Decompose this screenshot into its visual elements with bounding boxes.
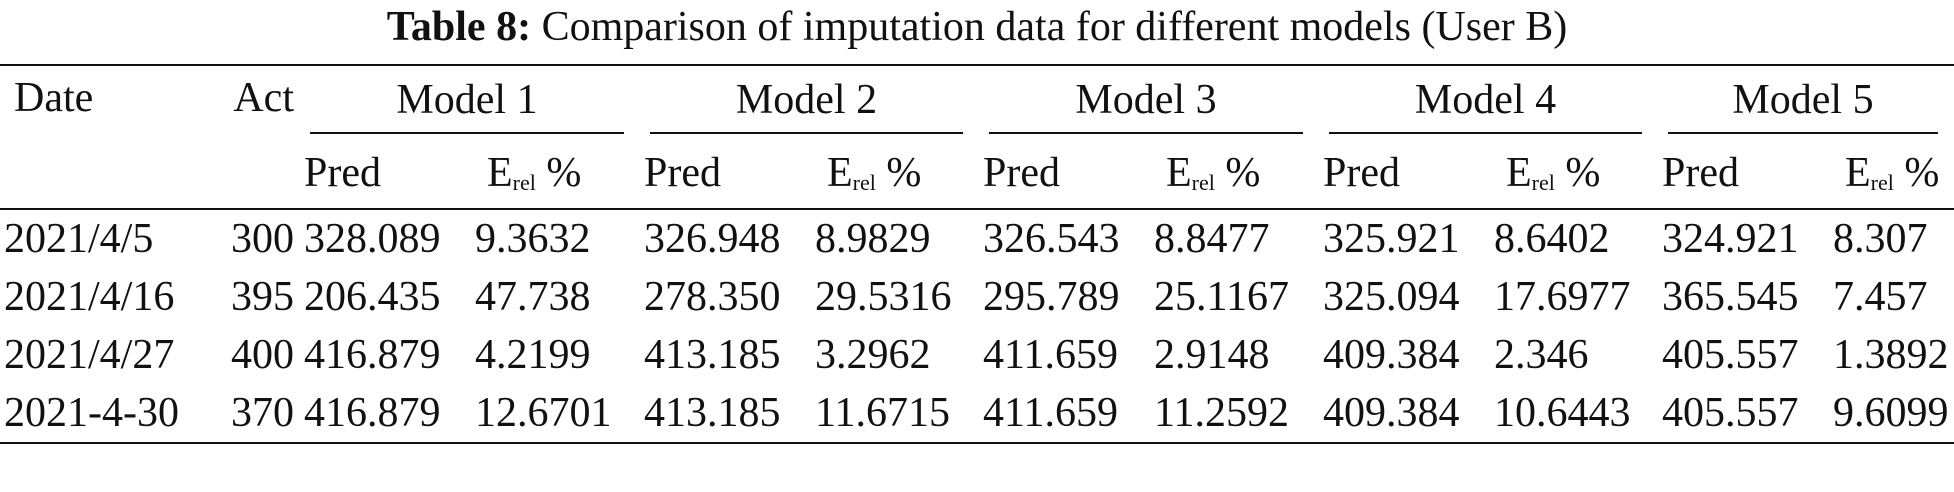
cell-pred: 413.185 xyxy=(644,332,781,378)
cell-pred: 325.094 xyxy=(1323,274,1460,320)
header-model-4: Model 4 xyxy=(1319,66,1658,138)
cell-pred: 416.879 xyxy=(304,390,441,436)
cell-pred: 409.384 xyxy=(1323,390,1460,436)
cell-pred: 411.659 xyxy=(983,332,1118,378)
cell-erel: 8.307 xyxy=(1833,216,1928,262)
subheader-pred: Pred xyxy=(644,150,721,196)
header-model-3: Model 3 xyxy=(979,66,1319,138)
cell-erel: 3.2962 xyxy=(815,332,931,378)
cell-erel: 2.9148 xyxy=(1154,332,1270,378)
cell-erel: 8.6402 xyxy=(1494,216,1610,262)
cell-erel: 8.8477 xyxy=(1154,216,1270,262)
cell-erel: 11.6715 xyxy=(815,390,950,436)
cell-pred: 405.557 xyxy=(1662,390,1799,436)
subheader-erel: Erel % xyxy=(1166,150,1261,196)
cell-pred: 206.435 xyxy=(304,274,441,320)
subheader-erel: Erel % xyxy=(1845,150,1940,196)
cell-erel: 29.5316 xyxy=(815,274,952,320)
caption-text: Comparison of imputation data for differ… xyxy=(541,4,1568,50)
cell-pred: 405.557 xyxy=(1662,332,1799,378)
subheader-erel: Erel % xyxy=(487,150,582,196)
cell-act: 400 xyxy=(231,332,294,378)
subheader-pred: Pred xyxy=(1323,150,1400,196)
header-model-5: Model 5 xyxy=(1658,66,1954,138)
table-row: 2021/4/16 395 206.435 47.738 278.350 29.5316 2… xyxy=(0,268,1954,326)
cell-pred: 328.089 xyxy=(304,216,441,262)
cell-pred: 278.350 xyxy=(644,274,781,320)
cell-pred: 413.185 xyxy=(644,390,781,436)
cell-date: 2021/4/16 xyxy=(4,274,175,320)
cell-erel: 7.457 xyxy=(1833,274,1928,320)
caption-label: Table 8: xyxy=(386,4,532,50)
cell-erel: 17.6977 xyxy=(1494,274,1631,320)
subheader-pred: Pred xyxy=(983,150,1060,196)
cell-date: 2021-4-30 xyxy=(4,390,179,436)
cell-erel: 12.6701 xyxy=(475,390,612,436)
cell-pred: 326.543 xyxy=(983,216,1120,262)
cell-pred: 416.879 xyxy=(304,332,441,378)
subheader-pred: Pred xyxy=(1662,150,1739,196)
cell-pred: 295.789 xyxy=(983,274,1120,320)
cell-erel: 9.3632 xyxy=(475,216,591,262)
subheader-pred: Pred xyxy=(304,150,381,196)
table-row: 2021-4-30 370 416.879 12.6701 413.185 11.6715… xyxy=(0,384,1954,443)
cell-erel: 25.1167 xyxy=(1154,274,1289,320)
cell-act: 395 xyxy=(231,274,294,320)
header-model-1: Model 1 xyxy=(300,66,640,138)
cell-erel: 11.2592 xyxy=(1154,390,1289,436)
table-row: 2021/4/5 300 328.089 9.3632 326.948 8.9829 326… xyxy=(0,210,1954,268)
cell-date: 2021/4/5 xyxy=(4,216,154,262)
header-model-2: Model 2 xyxy=(640,66,979,138)
header-act: Act xyxy=(233,75,294,121)
cell-pred: 409.384 xyxy=(1323,332,1460,378)
cell-erel: 9.6099 xyxy=(1833,390,1949,436)
cell-erel: 8.9829 xyxy=(815,216,931,262)
cell-erel: 1.3892 xyxy=(1833,332,1949,378)
table-row: 2021/4/27 400 416.879 4.2199 413.185 3.2962 41… xyxy=(0,326,1954,384)
header-date: Date xyxy=(14,75,94,121)
subheader-erel: Erel % xyxy=(827,150,922,196)
cell-erel: 10.6443 xyxy=(1494,390,1631,436)
table-caption: Table 8: Comparison of imputation data f… xyxy=(0,0,1954,64)
cell-pred: 325.921 xyxy=(1323,216,1460,262)
cell-act: 300 xyxy=(231,216,294,262)
subheader-erel: Erel % xyxy=(1506,150,1601,196)
cell-act: 370 xyxy=(231,390,294,436)
cell-erel: 4.2199 xyxy=(475,332,591,378)
comparison-table: Date Act Model 1 Model 2 Model 3 Model 4… xyxy=(0,64,1954,445)
cell-pred: 365.545 xyxy=(1662,274,1799,320)
cell-erel: 47.738 xyxy=(475,274,591,320)
cell-pred: 326.948 xyxy=(644,216,781,262)
cell-pred: 324.921 xyxy=(1662,216,1799,262)
cell-date: 2021/4/27 xyxy=(4,332,175,378)
cell-pred: 411.659 xyxy=(983,390,1118,436)
cell-erel: 2.346 xyxy=(1494,332,1589,378)
